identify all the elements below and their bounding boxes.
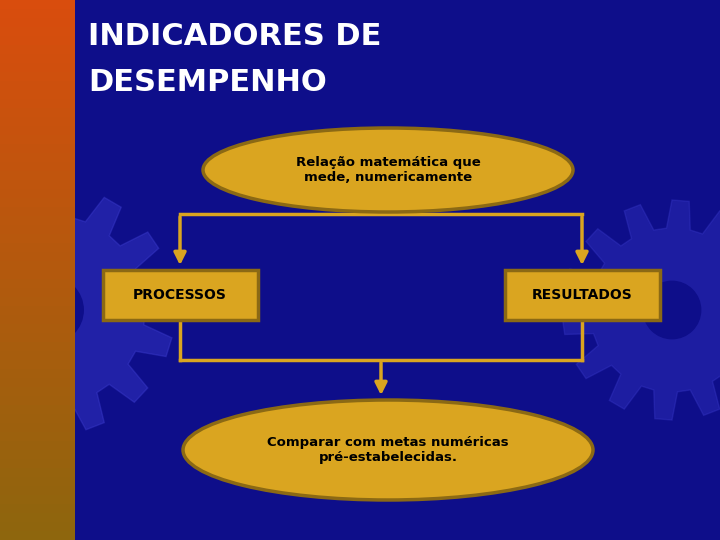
- Bar: [0, 252, 75, 261]
- Bar: [0, 9, 75, 18]
- Bar: [0, 198, 75, 207]
- Bar: [0, 0, 75, 9]
- Circle shape: [643, 281, 701, 339]
- Bar: [0, 405, 75, 414]
- Bar: [0, 369, 75, 378]
- Bar: [0, 243, 75, 252]
- Bar: [0, 324, 75, 333]
- Bar: [0, 18, 75, 27]
- Text: INDICADORES DE: INDICADORES DE: [88, 22, 382, 51]
- Bar: [0, 54, 75, 63]
- Bar: [0, 486, 75, 495]
- Circle shape: [17, 276, 84, 343]
- Bar: [0, 126, 75, 135]
- Bar: [0, 99, 75, 108]
- Bar: [0, 342, 75, 351]
- Bar: [0, 63, 75, 72]
- Bar: [0, 495, 75, 504]
- Bar: [0, 207, 75, 216]
- Bar: [0, 216, 75, 225]
- Bar: [0, 234, 75, 243]
- Bar: [0, 90, 75, 99]
- Bar: [0, 144, 75, 153]
- Text: Comparar com metas numéricas
pré-estabelecidas.: Comparar com metas numéricas pré-estabel…: [267, 436, 509, 464]
- Bar: [0, 180, 75, 189]
- Bar: [0, 351, 75, 360]
- Bar: [0, 270, 75, 279]
- Bar: [0, 36, 75, 45]
- Bar: [0, 513, 75, 522]
- Bar: [0, 468, 75, 477]
- Bar: [0, 72, 75, 81]
- Text: PROCESSOS: PROCESSOS: [133, 288, 227, 302]
- FancyBboxPatch shape: [103, 270, 258, 320]
- Bar: [0, 423, 75, 432]
- FancyBboxPatch shape: [505, 270, 660, 320]
- Bar: [0, 117, 75, 126]
- Bar: [0, 450, 75, 459]
- Bar: [0, 315, 75, 324]
- Bar: [0, 135, 75, 144]
- Bar: [0, 432, 75, 441]
- Bar: [0, 288, 75, 297]
- Polygon shape: [562, 200, 720, 420]
- Text: Relação matemática que
mede, numericamente: Relação matemática que mede, numericamen…: [296, 156, 480, 184]
- Bar: [0, 360, 75, 369]
- Text: RESULTADOS: RESULTADOS: [531, 288, 632, 302]
- Ellipse shape: [183, 400, 593, 500]
- Polygon shape: [0, 185, 175, 435]
- Bar: [0, 378, 75, 387]
- Bar: [0, 459, 75, 468]
- Bar: [0, 297, 75, 306]
- Bar: [0, 225, 75, 234]
- Bar: [0, 396, 75, 405]
- Bar: [0, 108, 75, 117]
- Bar: [0, 153, 75, 162]
- Bar: [0, 531, 75, 540]
- Bar: [0, 387, 75, 396]
- Bar: [0, 171, 75, 180]
- Bar: [0, 279, 75, 288]
- Bar: [0, 27, 75, 36]
- Bar: [0, 441, 75, 450]
- Bar: [0, 306, 75, 315]
- Bar: [0, 189, 75, 198]
- Bar: [0, 477, 75, 486]
- Bar: [0, 45, 75, 54]
- Bar: [0, 261, 75, 270]
- Ellipse shape: [203, 128, 573, 212]
- Bar: [0, 522, 75, 531]
- Bar: [0, 162, 75, 171]
- Bar: [0, 504, 75, 513]
- Bar: [0, 414, 75, 423]
- Text: DESEMPENHO: DESEMPENHO: [88, 68, 327, 97]
- Bar: [0, 333, 75, 342]
- Bar: [0, 81, 75, 90]
